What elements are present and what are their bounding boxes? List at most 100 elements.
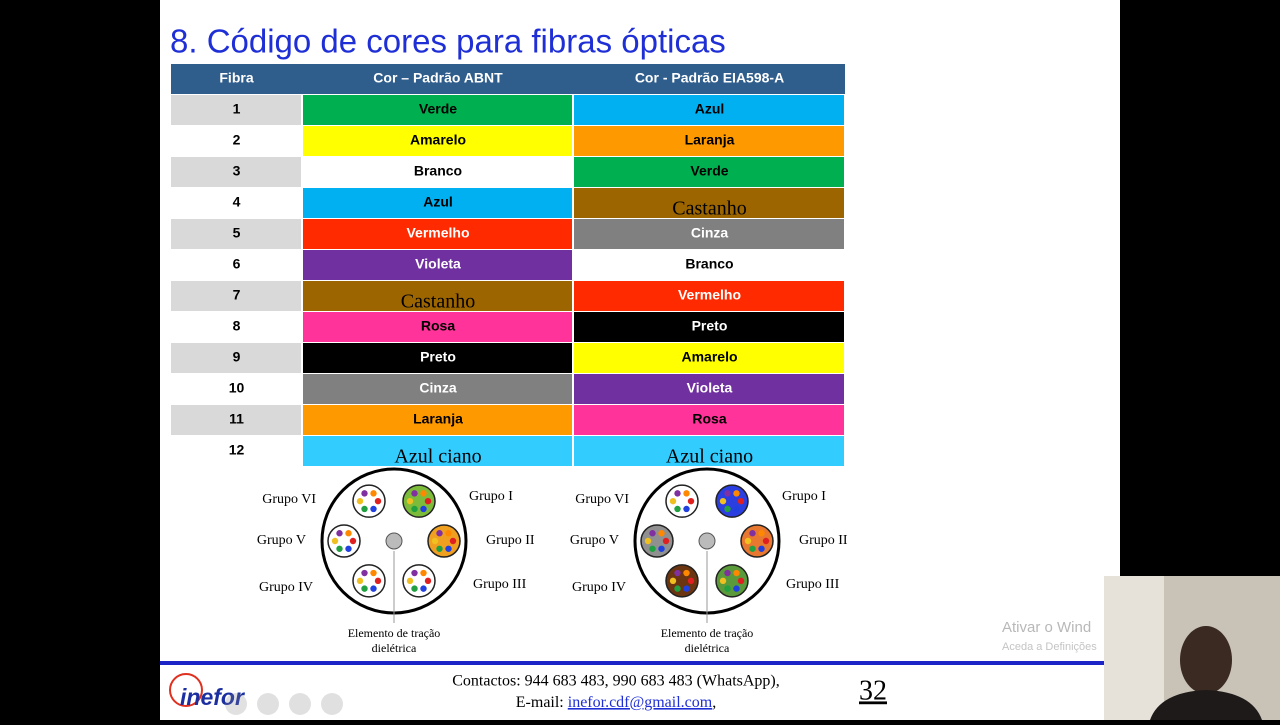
fiber-dot	[724, 569, 731, 577]
cell-bg	[303, 250, 572, 280]
group-label: Grupo I	[782, 489, 826, 504]
fiber-dot	[683, 505, 690, 513]
fiber-dot	[374, 497, 382, 505]
fiber-dot	[649, 545, 656, 552]
email-prefix: E-mail:	[516, 694, 568, 711]
cell-bg	[171, 281, 301, 311]
table-cell: Laranja	[413, 411, 463, 427]
fiber-dot	[361, 490, 368, 497]
group-label: Grupo VI	[262, 492, 316, 507]
header-cell: Cor – Padrão ABNT	[373, 70, 503, 86]
cell-bg	[303, 95, 572, 125]
table-cell: Castanho	[401, 291, 475, 313]
cell-bg	[303, 436, 572, 466]
tube	[352, 564, 386, 598]
caption: Elemento de tração	[348, 626, 441, 640]
cell-bg	[171, 219, 301, 249]
cell-bg	[574, 436, 844, 466]
table-cell: Vermelho	[678, 287, 741, 303]
fiber-dot	[370, 490, 377, 497]
table-cell: Azul ciano	[666, 446, 753, 468]
fiber-dot	[349, 537, 357, 545]
table-cell: Castanho	[672, 198, 746, 220]
table-cell: 1	[233, 101, 241, 117]
cell-bg	[574, 219, 844, 249]
fiber-dot	[683, 490, 690, 497]
fiber-dot	[445, 545, 452, 552]
fiber-dot	[674, 569, 681, 577]
fiber-dot	[724, 505, 731, 513]
fiber-dot	[406, 577, 414, 585]
group-label: Grupo II	[486, 533, 535, 548]
table-cell: 2	[233, 132, 241, 148]
cell-bg	[171, 343, 301, 373]
table-cell: Cinza	[691, 225, 729, 241]
fiber-dot	[719, 577, 727, 585]
table-cell: 7	[233, 287, 241, 303]
table-cell: 12	[229, 442, 245, 458]
table-cell: Verde	[690, 163, 728, 179]
fiber-dot	[733, 569, 740, 577]
table-cell: Azul ciano	[394, 446, 481, 468]
group-label: Grupo I	[469, 489, 513, 504]
fiber-dot	[420, 490, 427, 497]
fiber-dot	[406, 497, 414, 505]
email-line: E-mail: inefor.cdf@gmail.com,	[516, 694, 716, 711]
fiber-dot	[361, 569, 368, 577]
table-cell: 3	[233, 163, 241, 179]
cell-bg	[574, 281, 844, 311]
table-header-bg	[171, 64, 845, 94]
tube	[715, 484, 749, 518]
table-cell: Preto	[692, 318, 728, 334]
cell-bg	[574, 188, 844, 218]
table-cell: Rosa	[692, 411, 726, 427]
contacts: Contactos: 944 683 483, 990 683 483 (Wha…	[452, 673, 780, 690]
header-cell: Cor - Padrão EIA598-A	[635, 70, 784, 86]
group-label: Grupo V	[257, 533, 306, 548]
fiber-dot	[331, 537, 339, 545]
fiber-dot	[420, 585, 427, 592]
fiber-dot	[356, 497, 364, 505]
fiber-dot	[749, 530, 756, 537]
table-cell: Violeta	[687, 380, 733, 396]
table-cell: 6	[233, 256, 241, 272]
table-cell: Laranja	[685, 132, 735, 148]
fiber-dot	[733, 490, 740, 497]
fiber-dot	[762, 537, 770, 545]
fiber-dot	[370, 585, 377, 592]
cell-bg	[574, 343, 844, 373]
cell-bg	[303, 405, 572, 435]
table-cell: Verde	[419, 101, 457, 117]
logo: inefor	[180, 684, 245, 710]
email-link[interactable]: inefor.cdf@gmail.com	[568, 694, 713, 711]
cell-bg	[574, 405, 844, 435]
table-cell: 9	[233, 349, 241, 365]
tube	[402, 484, 436, 518]
table-cell: Vermelho	[406, 225, 469, 241]
fiber-dot	[436, 530, 443, 537]
fiber-dot	[758, 545, 765, 552]
fiber-dot	[361, 585, 368, 592]
table-cell: Branco	[414, 163, 462, 179]
cell-bg	[171, 157, 301, 187]
cell-bg	[303, 219, 572, 249]
cell-bg	[171, 312, 301, 342]
cell-bg	[303, 188, 572, 218]
fiber-dot	[674, 505, 681, 513]
fiber-dot	[411, 505, 418, 513]
cell-bg	[171, 250, 301, 280]
table-cell: 5	[233, 225, 241, 241]
cell-bg	[303, 281, 572, 311]
cell-bg	[574, 374, 844, 404]
group-label: Grupo III	[473, 577, 527, 592]
table-cell: 10	[229, 380, 245, 396]
tube	[427, 524, 461, 558]
fiber-dot	[669, 577, 677, 585]
logo-bulb	[169, 673, 203, 707]
fiber-dot	[374, 577, 382, 585]
table-cell: 8	[233, 318, 241, 334]
cell-bg	[303, 312, 572, 342]
group-label: Grupo IV	[259, 580, 313, 595]
group-label: Grupo V	[570, 533, 619, 548]
